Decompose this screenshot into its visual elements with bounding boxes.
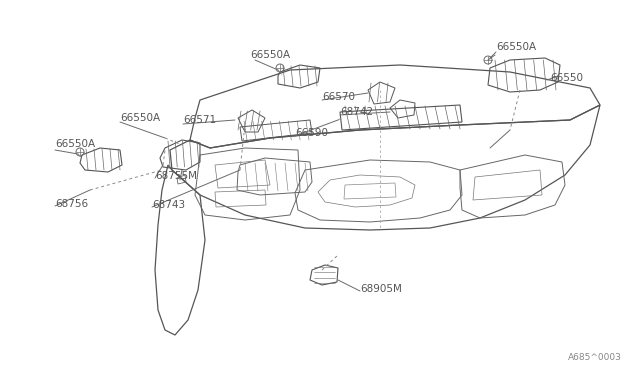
Text: 68742: 68742: [340, 107, 373, 117]
Text: 68905M: 68905M: [360, 284, 402, 294]
Text: 68756: 68756: [55, 199, 88, 209]
Text: 68743: 68743: [152, 200, 185, 210]
Text: 68755M: 68755M: [155, 171, 197, 181]
Text: 66590: 66590: [295, 128, 328, 138]
Text: 66570: 66570: [322, 92, 355, 102]
Text: A685^0003: A685^0003: [568, 353, 622, 362]
Text: 66550A: 66550A: [496, 42, 536, 52]
Text: 66571: 66571: [183, 115, 216, 125]
Text: 66550: 66550: [550, 73, 583, 83]
Text: 66550A: 66550A: [55, 139, 95, 149]
Text: 66550A: 66550A: [250, 50, 290, 60]
Text: 66550A: 66550A: [120, 113, 160, 123]
